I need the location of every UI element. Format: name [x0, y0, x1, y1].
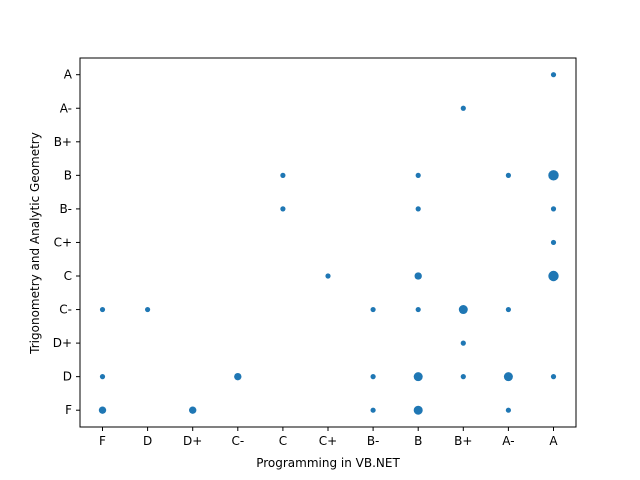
scatter-point	[370, 306, 376, 313]
scatter-point	[415, 206, 421, 212]
scatter-point	[415, 172, 421, 178]
scatter-point	[145, 306, 151, 313]
scatter-point	[234, 372, 242, 381]
scatter-point	[325, 273, 331, 279]
scatter-point	[503, 372, 513, 382]
y-tick-label: A-	[60, 101, 72, 115]
y-tick-label: F	[65, 403, 72, 417]
y-tick-label: D	[63, 370, 72, 384]
x-tick-label: B	[414, 434, 422, 448]
scatter-point	[280, 172, 286, 178]
y-tick-label: C+	[54, 235, 72, 249]
y-tick-label: A	[64, 68, 73, 82]
scatter-point	[550, 206, 557, 212]
scatter-point	[99, 374, 106, 380]
y-tick-label: B-	[59, 202, 72, 216]
x-tick-label: C	[279, 434, 287, 448]
x-tick-label: D	[143, 434, 152, 448]
scatter-point	[505, 172, 511, 178]
scatter-point	[99, 306, 106, 313]
scatter-point	[413, 405, 423, 415]
scatter-point	[98, 406, 107, 414]
scatter-point	[505, 306, 511, 313]
scatter-point	[370, 407, 376, 413]
x-axis-label: Programming in VB.NET	[256, 456, 400, 470]
scatter-point	[189, 406, 197, 414]
y-axis-label: Trigonometry and Analytic Geometry	[28, 132, 42, 355]
scatter-point	[505, 407, 511, 413]
y-axis-ticks: F D D+ C- C C+ B- B B+ A- A	[53, 68, 80, 417]
scatter-point	[548, 270, 559, 282]
scatter-point	[550, 72, 557, 78]
scatter-point	[413, 372, 423, 382]
scatter-point	[550, 374, 557, 380]
scatter-point	[550, 239, 557, 246]
scatter-point	[415, 306, 421, 313]
scatter-point	[458, 305, 468, 315]
x-tick-label: A-	[502, 434, 514, 448]
y-tick-label: C	[64, 269, 72, 283]
x-tick-label: C-	[231, 434, 244, 448]
scatter-point	[460, 340, 466, 346]
x-tick-label: B+	[454, 434, 472, 448]
scatter-point	[414, 272, 422, 280]
y-tick-label: D+	[53, 336, 72, 350]
points-layer	[98, 72, 559, 415]
x-tick-label: F	[99, 434, 106, 448]
scatter-point	[370, 374, 376, 380]
x-tick-label: B-	[367, 434, 380, 448]
scatter-point	[548, 170, 559, 181]
scatter-point	[280, 206, 286, 212]
x-axis-ticks: F D D+ C- C C+ B- B B+ A- A	[99, 427, 558, 448]
y-tick-label: B	[64, 168, 72, 182]
scatter-point	[460, 374, 466, 380]
x-tick-label: D+	[183, 434, 202, 448]
x-tick-label: A	[549, 434, 558, 448]
y-tick-label: B+	[54, 135, 72, 149]
scatter-point	[460, 105, 466, 111]
x-tick-label: C+	[319, 434, 337, 448]
y-tick-label: C-	[59, 303, 72, 317]
